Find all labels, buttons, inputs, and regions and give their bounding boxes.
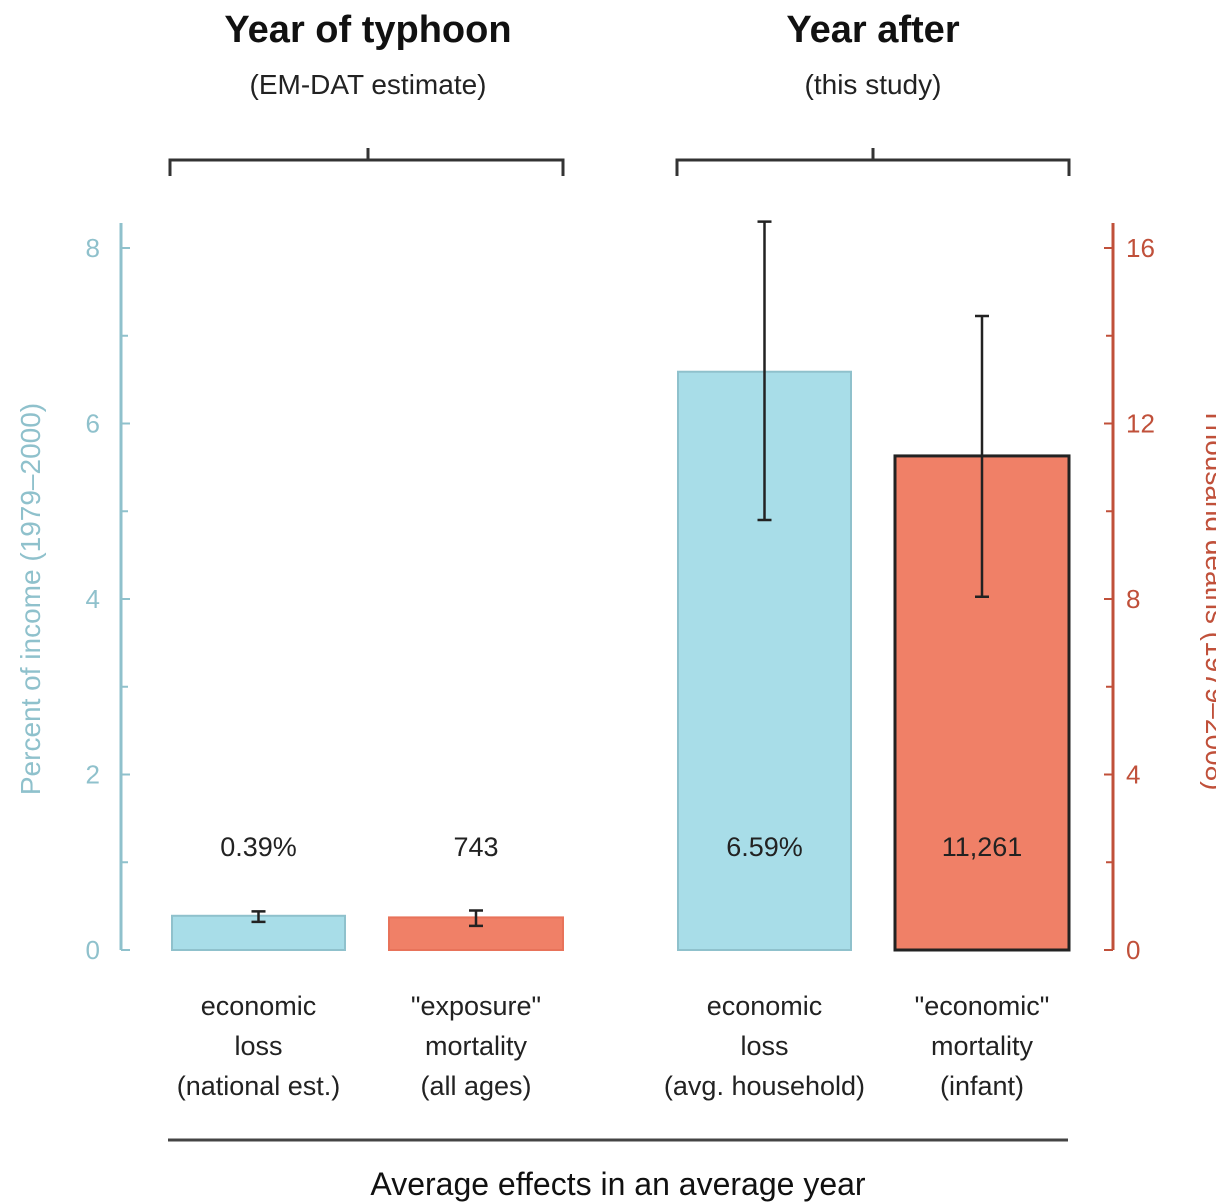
category-label: economic [201, 991, 317, 1021]
group-bracket [168, 148, 565, 176]
category-label: economic [707, 991, 823, 1021]
category-label: (avg. household) [664, 1071, 865, 1101]
group-bracket [675, 148, 1071, 176]
category-label: mortality [425, 1031, 528, 1061]
left-axis-tick-label: 8 [86, 233, 100, 263]
category-label: (all ages) [420, 1071, 531, 1101]
left-axis-tick-label: 2 [86, 760, 100, 790]
category-label: mortality [931, 1031, 1034, 1061]
right-axis-tick-label: 16 [1126, 233, 1155, 263]
right-axis-tick-label: 8 [1126, 584, 1140, 614]
value-label: 743 [453, 832, 498, 862]
left-axis-tick-label: 6 [86, 409, 100, 439]
bar [677, 370, 852, 952]
x-axis-label: Average effects in an average year [370, 1166, 865, 1202]
left-axis-label: Percent of income (1979–2000) [15, 403, 46, 795]
category-label: "exposure" [411, 991, 541, 1021]
value-label: 0.39% [220, 832, 297, 862]
category-label: loss [234, 1031, 282, 1061]
group-subtitle: (EM-DAT estimate) [250, 69, 487, 100]
right-axis-tick-label: 0 [1126, 935, 1140, 965]
category-label: "economic" [915, 991, 1050, 1021]
value-label: 6.59% [726, 832, 803, 862]
error-bar [469, 909, 483, 928]
right-axis-label: Thousand deaths (1979–2008) [1200, 408, 1216, 791]
right-axis-tick-label: 4 [1126, 760, 1140, 790]
left-axis-tick-label: 4 [86, 584, 100, 614]
value-label: 11,261 [942, 832, 1023, 862]
group-title: Year of typhoon [224, 9, 511, 51]
left-axis-tick-label: 0 [86, 935, 100, 965]
right-axis-tick-label: 12 [1126, 409, 1155, 439]
error-bar [975, 314, 989, 599]
category-label: loss [740, 1031, 788, 1061]
error-bar [251, 910, 266, 924]
error-bar [757, 220, 772, 522]
category-label: (national est.) [177, 1071, 341, 1101]
group-subtitle: (this study) [805, 69, 942, 100]
category-label: (infant) [940, 1071, 1024, 1101]
group-title: Year after [786, 9, 959, 51]
